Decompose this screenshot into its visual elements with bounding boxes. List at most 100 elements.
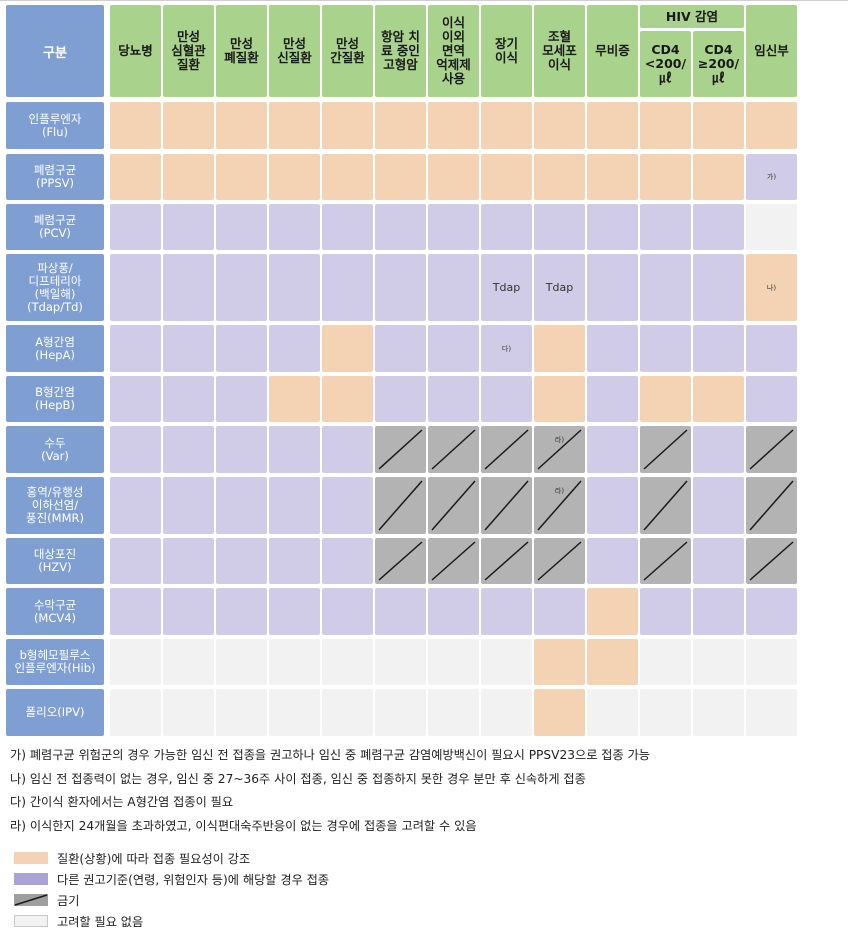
table-cell — [534, 102, 585, 149]
table-cell — [428, 154, 479, 200]
table-cell — [269, 254, 320, 321]
table-cell — [428, 254, 479, 321]
table-cell — [269, 376, 320, 422]
table-cell — [269, 102, 320, 149]
table-cell: 가) — [746, 154, 797, 200]
row-header-9: 수막구균 (MCV4) — [6, 588, 104, 635]
table-cell — [587, 376, 638, 422]
table-cell — [693, 639, 744, 685]
table-cell — [640, 102, 691, 149]
table-cell — [216, 154, 267, 200]
legend-swatch-other-criteria — [14, 872, 48, 885]
contraindicated-slash — [484, 541, 529, 581]
contraindicated-slash — [484, 429, 529, 470]
table-cell — [693, 204, 744, 250]
column-header-3: 만성 신질환 — [269, 5, 320, 97]
table-cell — [163, 689, 214, 736]
table-cell — [693, 254, 744, 321]
column-header-5: 항암 치 료 중인 고형암 — [375, 5, 426, 97]
footnotes: 가) 폐렴구균 위험군의 경우 가능한 임신 전 접종을 권고하나 임신 중 폐… — [10, 744, 846, 838]
table-cell — [746, 639, 797, 685]
table-cell — [534, 588, 585, 635]
table-cell — [216, 588, 267, 635]
legend-swatch-emphasized — [14, 851, 48, 864]
table-cell — [693, 477, 744, 534]
table-cell — [481, 376, 532, 422]
table-cell — [428, 477, 479, 534]
legend-item-not-needed: 고려할 필요 없음 — [14, 910, 329, 931]
table-cell — [587, 254, 638, 321]
contraindicated-slash — [537, 480, 582, 531]
table-cell — [375, 154, 426, 200]
legend-item-emphasized: 질환(상황)에 따라 접종 필요성이 강조 — [14, 847, 329, 868]
table-cell — [481, 689, 532, 736]
table-cell — [693, 538, 744, 584]
table-cell — [746, 376, 797, 422]
column-header-7: 장기 이식 — [481, 5, 532, 97]
vaccine-table: 구분 당뇨병 만성 심혈관 질환 만성 폐질환 만성 신질환 만성 간질환 항암 치 료 … — [6, 5, 797, 737]
contraindicated-slash — [537, 429, 582, 470]
table-cell — [269, 588, 320, 635]
cell-note-tdap-pregnant: 나) — [766, 283, 777, 292]
contraindicated-slash — [484, 480, 529, 531]
table-cell — [481, 588, 532, 635]
table-cell — [322, 426, 373, 473]
table-cell — [640, 477, 691, 534]
table-cell — [375, 538, 426, 584]
table-cell: 라) — [534, 477, 585, 534]
table-cell — [375, 426, 426, 473]
table-cell — [216, 689, 267, 736]
table-cell — [110, 588, 161, 635]
column-header-9: 무비증 — [587, 5, 638, 97]
table-cell — [322, 254, 373, 321]
row-header-1: 폐렴구균 (PPSV) — [6, 154, 104, 200]
table-cell — [746, 538, 797, 584]
row-header-2: 폐렴구균 (PCV) — [6, 204, 104, 250]
table-cell — [534, 204, 585, 250]
table-cell — [269, 426, 320, 473]
cell-note-var-hsct: 라) — [554, 436, 565, 444]
column-header-11: CD4 ≥200/ ㎕ — [693, 31, 744, 97]
table-cell — [375, 102, 426, 149]
table-cell — [428, 588, 479, 635]
cell-text-tdap-organ: Tdap — [492, 281, 521, 294]
table-cell — [110, 204, 161, 250]
table-cell — [216, 102, 267, 149]
table-cell — [481, 426, 532, 473]
table-cell — [640, 154, 691, 200]
table-cell: 다) — [481, 325, 532, 372]
table-cell — [375, 204, 426, 250]
contraindicated-slash — [749, 541, 794, 581]
table-cell — [216, 426, 267, 473]
column-header-6: 이식 이외 면역 억제제 사용 — [428, 5, 479, 97]
table-cell — [587, 102, 638, 149]
table-cell — [428, 102, 479, 149]
table-cell — [481, 204, 532, 250]
table-cell — [746, 102, 797, 149]
table-cell — [110, 102, 161, 149]
table-cell — [534, 538, 585, 584]
table-cell — [534, 154, 585, 200]
table-cell — [322, 325, 373, 372]
table-cell — [110, 426, 161, 473]
row-header-10: b형헤모필루스 인플루엔자(Hib) — [6, 639, 104, 685]
contraindicated-slash — [749, 429, 794, 470]
table-cell — [375, 689, 426, 736]
table-cell — [269, 689, 320, 736]
table-cell — [375, 254, 426, 321]
contraindicated-slash — [643, 480, 688, 531]
table-cell — [693, 689, 744, 736]
table-cell — [693, 588, 744, 635]
contraindicated-slash — [749, 480, 794, 531]
table-cell — [110, 639, 161, 685]
table-cell — [428, 204, 479, 250]
table-cell — [746, 588, 797, 635]
table-cell — [110, 477, 161, 534]
row-header-4: A형간염 (HepA) — [6, 325, 104, 372]
legend-item-contraindicated: 금기 — [14, 889, 329, 910]
row-header-6: 수두 (Var) — [6, 426, 104, 473]
legend: 질환(상황)에 따라 접종 필요성이 강조 다른 권고기준(연령, 위험인자 등… — [14, 847, 329, 931]
table-cell — [269, 477, 320, 534]
table-cell — [428, 426, 479, 473]
table-cell — [640, 325, 691, 372]
